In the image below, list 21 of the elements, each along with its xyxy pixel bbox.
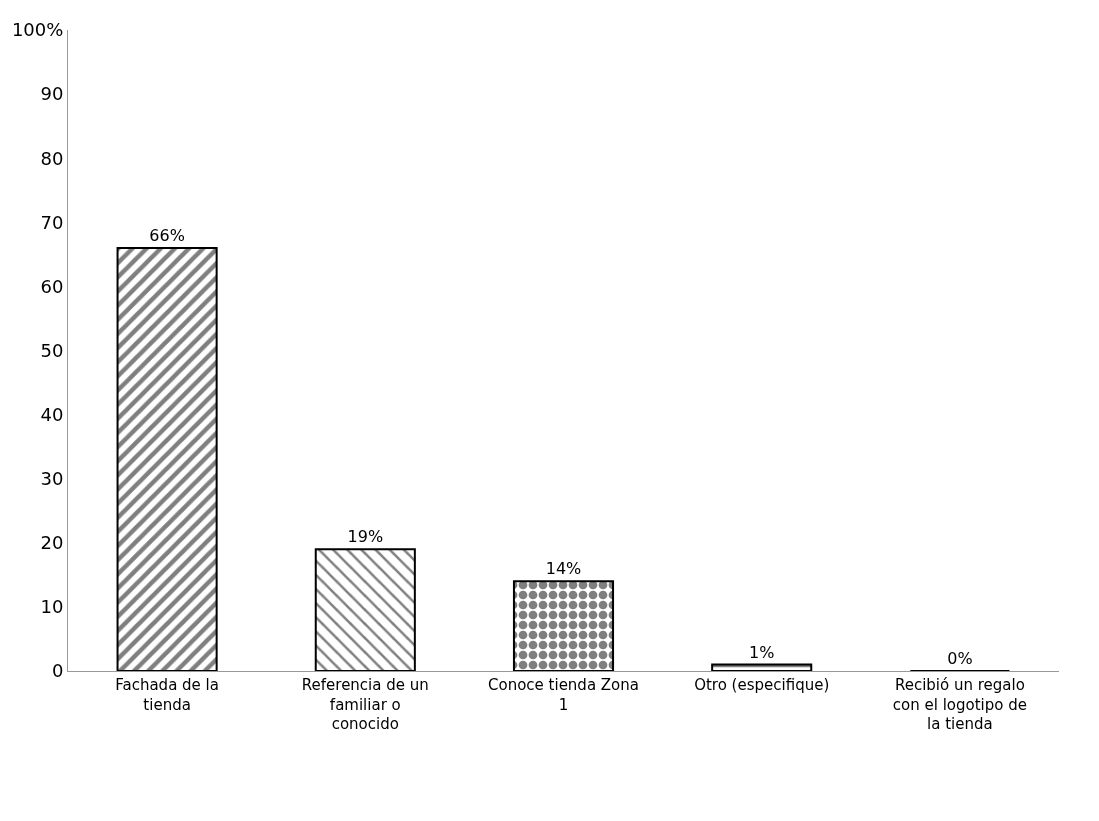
y-tick-label: 80 [40,147,64,169]
data-label: 19% [347,527,384,547]
x-tick-label: Referencia de un familiar o conocido [301,676,429,733]
data-label: 66% [149,225,185,245]
y-tick-label: 50 [40,339,64,361]
x-tick-label: Fachada de la tienda [115,676,219,714]
y-tick-label: 100% [11,19,64,41]
y-tick-label: 0 [51,660,64,682]
data-label: 1% [749,642,775,662]
data-label: 0% [947,649,973,668]
x-tick-label: Conoce tienda Zona 1 [488,676,639,714]
x-tick-label: Recibió un regalo con el logotipo de la tienda [892,676,1027,733]
y-tick-label: 70 [40,211,64,233]
data-label: 14% [545,559,582,579]
y-tick-label: 30 [40,468,64,489]
y-tick-label: 60 [40,275,64,297]
y-tick-label: 10 [40,596,64,618]
y-tick-label: 20 [40,532,64,554]
y-tick-label: 90 [40,83,64,105]
y-tick-label: 40 [40,403,64,425]
x-tick-label: Otro (especifique) [694,676,830,694]
